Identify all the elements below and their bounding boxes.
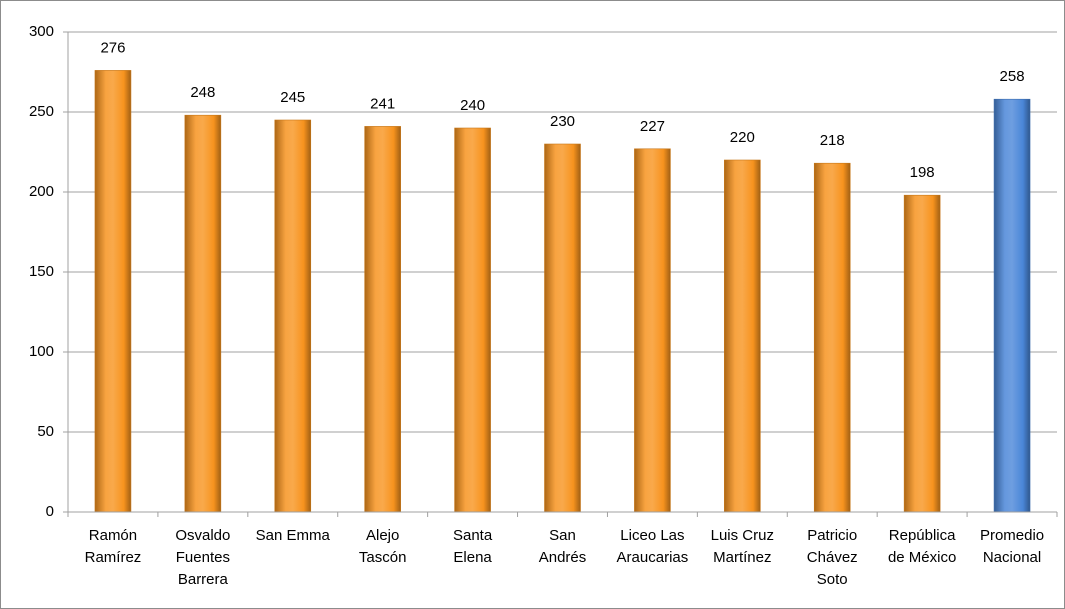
value-label: 198 <box>910 164 935 181</box>
x-tick-label: Osvaldo Fuentes Barrera <box>175 527 230 588</box>
x-tick-label: San Emma <box>256 527 331 544</box>
x-tick-label: Luis Cruz Martínez <box>711 527 774 566</box>
bar <box>993 98 1031 513</box>
y-tick-label: 100 <box>29 343 54 360</box>
y-tick-label: 200 <box>29 183 54 200</box>
x-tick-label: San Andrés <box>539 527 587 566</box>
y-tick-label: 300 <box>29 23 54 40</box>
x-tick-label: Promedio Nacional <box>980 527 1044 566</box>
bar <box>274 119 312 513</box>
x-tick-label: Santa Elena <box>453 527 493 566</box>
y-tick-label: 0 <box>46 503 54 520</box>
x-tick-label: Alejo Tascón <box>359 527 407 566</box>
value-label: 218 <box>820 132 845 149</box>
bar <box>634 148 671 513</box>
bar <box>544 143 581 513</box>
bar <box>364 126 401 513</box>
x-tick-label: Patricio Chávez Soto <box>807 527 858 588</box>
bar <box>94 70 132 513</box>
value-label: 230 <box>550 113 575 130</box>
x-tick-label: Ramón Ramírez <box>85 527 142 566</box>
value-label: 258 <box>1000 68 1025 85</box>
value-label: 227 <box>640 118 665 135</box>
value-label: 276 <box>100 39 125 56</box>
y-tick-label: 250 <box>29 103 54 120</box>
value-label: 248 <box>190 84 215 101</box>
value-label: 245 <box>280 89 305 106</box>
x-tick-label: Liceo Las Araucarias <box>617 527 689 566</box>
bar <box>454 127 491 513</box>
value-label: 241 <box>370 95 395 112</box>
value-label: 220 <box>730 129 755 146</box>
bar <box>184 114 222 513</box>
bar <box>903 194 941 513</box>
x-tick-label: República de México <box>888 527 956 566</box>
y-tick-label: 50 <box>37 423 54 440</box>
value-label: 240 <box>460 97 485 114</box>
bar <box>724 159 761 513</box>
bar <box>813 162 851 513</box>
y-tick-label: 150 <box>29 263 54 280</box>
